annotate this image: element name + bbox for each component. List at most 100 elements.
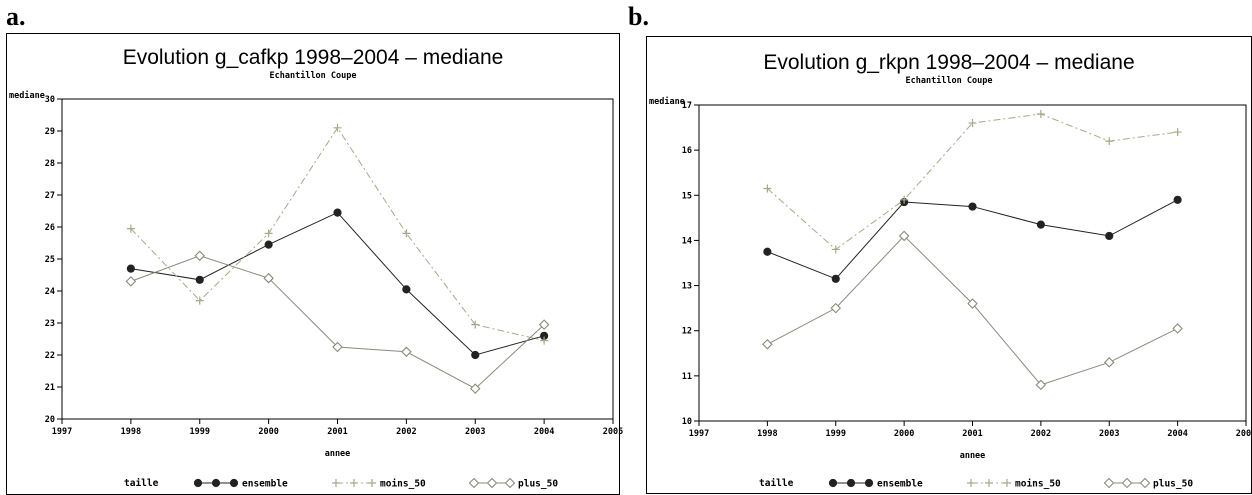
chart-a-point-ensemble [195, 275, 204, 284]
chart-a-point-moins_50 [540, 336, 549, 345]
chart-a-point-ensemble [333, 208, 342, 217]
chart-a-legend-entry-moins_50: moins_50 [332, 479, 426, 490]
chart-b-point-moins_50 [763, 184, 772, 193]
chart-a-legend-entry-plus_50: plus_50 [468, 477, 558, 490]
chart-a-series-plus_50 [125, 250, 550, 394]
chart-a-xtick-label: 1997 [52, 427, 72, 437]
chart-b: Evolution g_rkpn 1998–2004 – medianeEcha… [649, 51, 1252, 490]
chart-b-xtick-label: 2003 [1099, 429, 1119, 439]
chart-a-legend-marker [486, 477, 498, 489]
chart-b-xtick-label: 2001 [962, 429, 982, 439]
chart-a-legend-label: moins_50 [380, 479, 426, 490]
chart-b-point-plus_50 [1103, 357, 1115, 368]
chart-b-legend-marker [1121, 477, 1133, 489]
chart-a-legend-entry-ensemble: ensemble [193, 478, 288, 490]
chart-b-point-ensemble [968, 202, 977, 211]
chart-a-subtitle: Echantillon Coupe [270, 70, 357, 81]
chart-a-ytick-label: 30 [45, 95, 55, 105]
chart-a-xlabel: annee [325, 449, 351, 459]
chart-a-ytick-label: 21 [45, 383, 55, 393]
chart-a-xtick-label: 2001 [327, 427, 347, 437]
chart-b-point-plus_50 [1172, 323, 1183, 334]
chart-a-plot-area [61, 98, 614, 420]
chart-b-point-moins_50 [1036, 110, 1045, 119]
chart-a-xtick-label: 2000 [258, 427, 278, 437]
chart-a-point-ensemble [264, 240, 273, 249]
chart-b-point-moins_50 [831, 245, 840, 254]
chart-b-point-plus_50 [967, 298, 978, 309]
chart-b-legend-marker [1103, 477, 1115, 489]
chart-a-line-ensemble [130, 211, 545, 356]
chart-a-legend-label: plus_50 [518, 479, 558, 490]
chart-a-xtick-label: 2004 [534, 427, 554, 437]
chart-b-legend-label: moins_50 [1015, 479, 1061, 490]
chart-a-legend-marker [350, 479, 358, 487]
chart-a-legend-label: ensemble [242, 479, 288, 490]
chart-b-point-moins_50 [900, 195, 909, 204]
chart-b-xtick-label: 2000 [894, 429, 914, 439]
chart-a-point-plus_50 [263, 272, 274, 284]
chart-b-legend-entry-ensemble: ensemble [828, 478, 923, 490]
chart-a: Evolution g_cafkp 1998–2004 – medianeEch… [9, 46, 623, 490]
chart-b-point-plus_50 [762, 338, 773, 350]
chart-a-ytick-label: 27 [45, 191, 55, 201]
panel-a-label: a. [6, 2, 26, 31]
chart-b-legend-marker [1003, 479, 1011, 487]
chart-b-line-ensemble [767, 199, 1178, 280]
chart-a-ytick-label: 20 [45, 415, 55, 425]
chart-a-legend-title: taille [124, 478, 159, 489]
chart-b-xtick-label: 2005 [1236, 429, 1252, 439]
chart-a-legend-marker [193, 478, 203, 488]
chart-b-point-ensemble [831, 274, 840, 283]
chart-a-title: Evolution g_cafkp 1998–2004 – mediane [123, 46, 504, 69]
chart-b-title: Evolution g_rkpn 1998–2004 – mediane [763, 51, 1134, 74]
chart-b-legend-entry-moins_50: moins_50 [967, 479, 1061, 490]
chart-a-point-moins_50 [402, 229, 411, 238]
chart-a-legend-marker [229, 478, 239, 488]
chart-a-xtick-label: 2005 [603, 427, 623, 437]
chart-a-series-ensemble [126, 208, 549, 360]
chart-a-xtick-label: 2002 [396, 427, 416, 437]
chart-a-xtick-label: 1999 [190, 427, 210, 437]
chart-a-point-moins_50 [471, 320, 480, 329]
chart-a-ytick-label: 29 [45, 127, 55, 137]
chart-b-point-ensemble [1105, 231, 1114, 241]
chart-b-ytick-label: 15 [682, 191, 692, 201]
chart-b-series-moins_50 [763, 110, 1182, 254]
chart-b-frame: Evolution g_rkpn 1998–2004 – mediane Echa… [646, 36, 1252, 494]
chart-b-legend-title: taille [759, 478, 794, 489]
chart-a-frame: Evolution g_cafkp 1998–2004 – mediane Ech… [6, 33, 623, 495]
chart-b-legend-marker [967, 479, 975, 487]
chart-b-xtick-label: 2002 [1031, 429, 1051, 439]
chart-b-legend-marker [846, 478, 856, 488]
chart-b-point-moins_50 [1105, 137, 1114, 146]
chart-b-ytick-label: 12 [682, 327, 692, 337]
chart-b-series-ensemble [763, 195, 1182, 283]
chart-b-ylabel: mediane [649, 96, 685, 107]
chart-a-xtick-label: 1998 [121, 427, 141, 437]
chart-a-ylabel: mediane [9, 90, 45, 101]
chart-b-ytick-label: 10 [682, 417, 692, 427]
chart-b-ytick-label: 13 [682, 282, 692, 292]
chart-a-ytick-label: 23 [45, 319, 55, 329]
chart-b-xtick-label: 1999 [826, 429, 846, 439]
chart-b-ytick-label: 16 [682, 146, 692, 156]
chart-a-line-plus_50 [130, 255, 545, 390]
chart-b-line-moins_50 [767, 113, 1178, 251]
chart-a-series-moins_50 [126, 123, 549, 345]
chart-b-point-ensemble [763, 247, 772, 256]
chart-a-point-plus_50 [194, 250, 206, 262]
chart-b-xtick-label: 1998 [757, 429, 777, 439]
chart-b-legend-marker [1139, 477, 1151, 489]
chart-b-ytick-label: 17 [682, 101, 692, 111]
chart-b-point-plus_50 [830, 302, 842, 314]
chart-a-point-moins_50 [264, 229, 273, 238]
panel-b-label: b. [628, 2, 649, 31]
chart-b-legend-marker [864, 478, 874, 488]
chart-a-legend-marker [332, 479, 340, 487]
chart-a-legend-marker [211, 478, 221, 488]
chart-a-ytick-label: 28 [45, 159, 55, 169]
chart-b-legend-marker [985, 479, 993, 487]
chart-a-point-moins_50 [333, 123, 342, 132]
chart-b-subtitle: Echantillon Coupe [906, 75, 993, 86]
